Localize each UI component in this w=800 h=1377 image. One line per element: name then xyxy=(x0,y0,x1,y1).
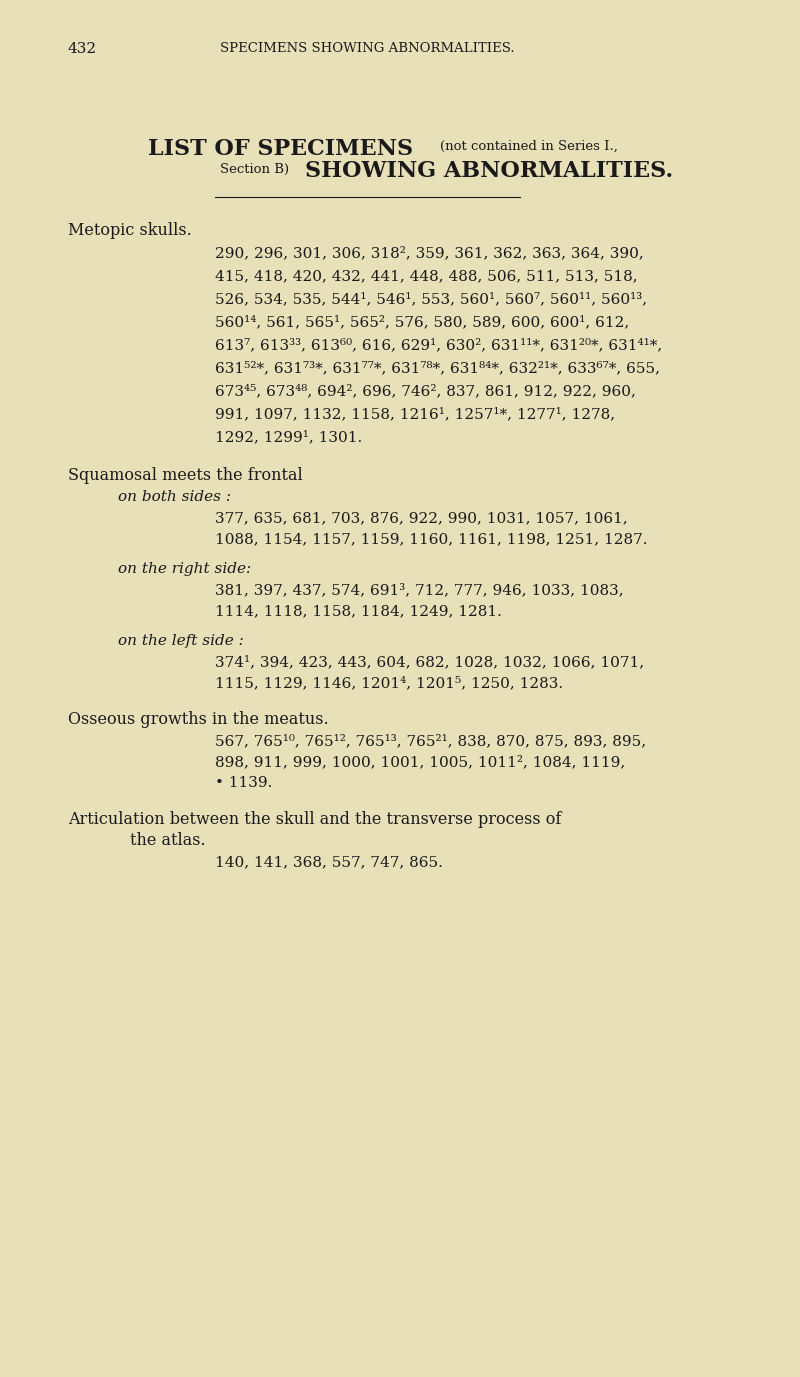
Text: Metopic skulls.: Metopic skulls. xyxy=(68,222,192,240)
Text: 377, 635, 681, 703, 876, 922, 990, 1031, 1057, 1061,: 377, 635, 681, 703, 876, 922, 990, 1031,… xyxy=(215,511,628,525)
Text: Section B): Section B) xyxy=(220,162,289,176)
Text: on both sides :: on both sides : xyxy=(118,490,231,504)
Text: on the left side :: on the left side : xyxy=(118,633,244,649)
Text: 526, 534, 535, 544¹, 546¹, 553, 560¹, 560⁷, 560¹¹, 560¹³,: 526, 534, 535, 544¹, 546¹, 553, 560¹, 56… xyxy=(215,292,647,306)
Text: • 1139.: • 1139. xyxy=(215,777,272,790)
Text: SHOWING ABNORMALITIES.: SHOWING ABNORMALITIES. xyxy=(305,160,673,182)
Text: 1292, 1299¹, 1301.: 1292, 1299¹, 1301. xyxy=(215,430,362,443)
Text: 140, 141, 368, 557, 747, 865.: 140, 141, 368, 557, 747, 865. xyxy=(215,855,443,869)
Text: 415, 418, 420, 432, 441, 448, 488, 506, 511, 513, 518,: 415, 418, 420, 432, 441, 448, 488, 506, … xyxy=(215,269,638,284)
Text: 432: 432 xyxy=(68,43,97,56)
Text: 613⁷, 613³³, 613⁶⁰, 616, 629¹, 630², 631¹¹*, 631²⁰*, 631⁴¹*,: 613⁷, 613³³, 613⁶⁰, 616, 629¹, 630², 631… xyxy=(215,337,662,353)
Text: 991, 1097, 1132, 1158, 1216¹, 1257¹*, 1277¹, 1278,: 991, 1097, 1132, 1158, 1216¹, 1257¹*, 12… xyxy=(215,408,615,421)
Text: on the right side:: on the right side: xyxy=(118,562,251,576)
Text: Squamosal meets the frontal: Squamosal meets the frontal xyxy=(68,467,302,483)
Text: 290, 296, 301, 306, 318², 359, 361, 362, 363, 364, 390,: 290, 296, 301, 306, 318², 359, 361, 362,… xyxy=(215,246,644,260)
Text: 631⁵²*, 631⁷³*, 631⁷⁷*, 631⁷⁸*, 631⁸⁴*, 632²¹*, 633⁶⁷*, 655,: 631⁵²*, 631⁷³*, 631⁷⁷*, 631⁷⁸*, 631⁸⁴*, … xyxy=(215,361,660,375)
Text: 567, 765¹⁰, 765¹², 765¹³, 765²¹, 838, 870, 875, 893, 895,: 567, 765¹⁰, 765¹², 765¹³, 765²¹, 838, 87… xyxy=(215,734,646,748)
Text: Articulation between the skull and the transverse process of: Articulation between the skull and the t… xyxy=(68,811,562,828)
Text: the atlas.: the atlas. xyxy=(130,832,206,850)
Text: 374¹, 394, 423, 443, 604, 682, 1028, 1032, 1066, 1071,: 374¹, 394, 423, 443, 604, 682, 1028, 103… xyxy=(215,655,644,669)
Text: 898, 911, 999, 1000, 1001, 1005, 1011², 1084, 1119,: 898, 911, 999, 1000, 1001, 1005, 1011², … xyxy=(215,755,626,768)
Text: Osseous growths in the meatus.: Osseous growths in the meatus. xyxy=(68,711,329,728)
Text: 1115, 1129, 1146, 1201⁴, 1201⁵, 1250, 1283.: 1115, 1129, 1146, 1201⁴, 1201⁵, 1250, 12… xyxy=(215,676,563,690)
Text: 1088, 1154, 1157, 1159, 1160, 1161, 1198, 1251, 1287.: 1088, 1154, 1157, 1159, 1160, 1161, 1198… xyxy=(215,532,647,547)
Text: 560¹⁴, 561, 565¹, 565², 576, 580, 589, 600, 600¹, 612,: 560¹⁴, 561, 565¹, 565², 576, 580, 589, 6… xyxy=(215,315,630,329)
Text: (not contained in Series I.,: (not contained in Series I., xyxy=(440,140,618,153)
Text: 1114, 1118, 1158, 1184, 1249, 1281.: 1114, 1118, 1158, 1184, 1249, 1281. xyxy=(215,605,502,618)
Text: LIST OF SPECIMENS: LIST OF SPECIMENS xyxy=(148,138,413,160)
Text: 381, 397, 437, 574, 691³, 712, 777, 946, 1033, 1083,: 381, 397, 437, 574, 691³, 712, 777, 946,… xyxy=(215,582,624,598)
Text: 673⁴⁵, 673⁴⁸, 694², 696, 746², 837, 861, 912, 922, 960,: 673⁴⁵, 673⁴⁸, 694², 696, 746², 837, 861,… xyxy=(215,384,636,398)
Text: SPECIMENS SHOWING ABNORMALITIES.: SPECIMENS SHOWING ABNORMALITIES. xyxy=(220,43,514,55)
